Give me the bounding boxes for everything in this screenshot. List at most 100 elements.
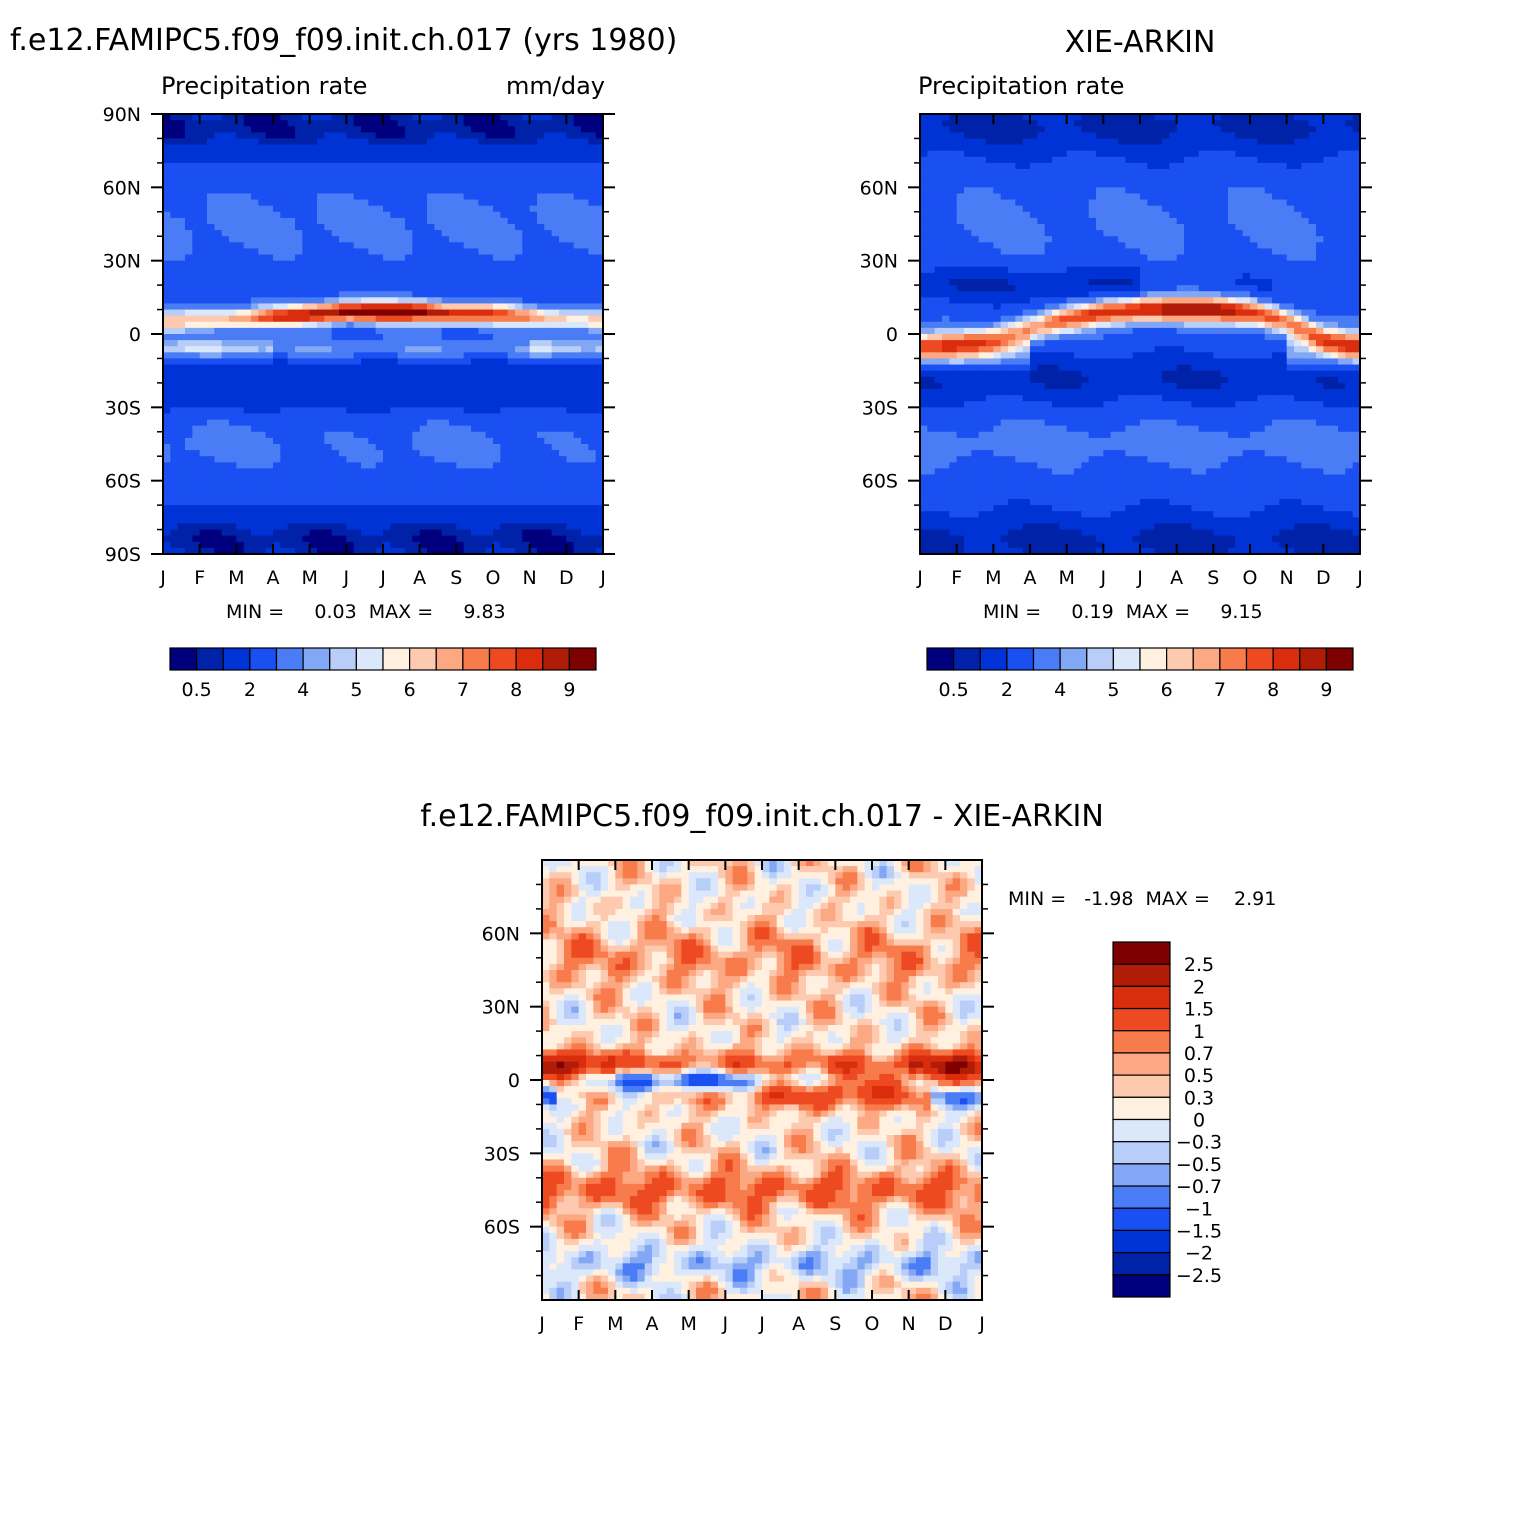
model-cell [566,187,575,195]
model-cell [331,205,340,213]
obs-cell [1286,114,1295,121]
model-cell [375,242,384,250]
model-cell [471,523,479,531]
model-cell [500,169,509,176]
model-cell [419,126,428,133]
model-cell [265,211,274,219]
obs-cell [1242,132,1251,140]
model-cell [331,126,340,133]
model-cell [500,346,509,353]
obs-cell [1037,126,1046,133]
model-cell [522,224,531,231]
obs-cell [971,162,980,170]
model-cell [559,517,567,525]
model-cell [485,224,494,231]
model-cell [368,285,377,292]
model-cell [214,126,223,133]
model-cell [478,456,487,463]
model-cell [177,248,186,256]
model-cell [500,187,509,195]
model-cell [236,114,245,121]
model-cell [243,376,252,384]
model-cell [397,162,406,170]
model-cell [500,437,509,445]
model-cell [493,120,501,127]
obs-cell [1301,144,1310,152]
model-cell [280,254,289,262]
model-cell [544,352,553,360]
model-cell [309,395,318,402]
model-cell [390,492,399,500]
obs-cell [1316,175,1324,182]
model-cell [287,437,296,445]
model-cell [427,150,435,158]
model-cell [500,242,509,250]
model-cell [500,272,509,280]
model-cell [324,205,333,213]
obs-cell [1308,120,1317,127]
model-cell [441,541,450,549]
model-cell [177,462,186,470]
model-cell [273,505,281,512]
model-cell [170,230,179,237]
model-cell [383,419,391,427]
obs-cell [1338,162,1346,170]
obs-cell [1088,162,1097,170]
model-cell [537,401,545,408]
model-cell [199,547,208,554]
model-cell [412,486,421,494]
model-cell [485,303,494,311]
model-cell [163,370,171,378]
model-cell [214,505,223,512]
obs-cell [1096,138,1104,146]
model-cell [434,395,443,402]
obs-cell [1103,150,1112,158]
model-cell [551,419,560,427]
model-cell [368,126,377,133]
model-cell [177,517,186,525]
model-cell [581,401,589,408]
model-cell [471,291,479,298]
model-cell [412,462,421,470]
model-cell [427,499,435,506]
model-cell [361,334,369,341]
model-cell [383,236,391,243]
model-cell [287,395,296,402]
model-cell [346,285,355,292]
model-cell [192,236,201,243]
model-cell [471,517,479,525]
model-cell [441,254,450,262]
model-cell [573,413,582,421]
obs-cell [956,138,965,146]
model-cell [573,517,582,525]
model-cell [331,413,340,421]
model-cell [317,413,325,421]
model-cell [331,138,340,146]
model-cell [390,370,399,378]
model-cell [419,242,428,250]
model-cell [441,272,450,280]
model-cell [185,395,193,402]
model-cell [170,523,179,531]
model-cell [507,547,516,554]
model-cell [456,309,465,317]
obs-cell [978,181,987,188]
model-cell [419,199,428,207]
model-cell [287,175,296,182]
obs-cell [1125,114,1134,121]
model-cell [573,437,582,445]
model-cell [478,511,487,518]
model-cell [485,364,494,372]
obs-cell [1140,144,1148,152]
model-cell [324,468,333,476]
model-cell [456,437,465,445]
model-cell [551,480,560,488]
model-cell [588,407,597,415]
model-cell [507,456,516,463]
obs-cell [1169,175,1178,182]
model-cell [595,425,603,433]
model-cell [478,126,487,133]
model-cell [471,279,479,286]
obs-cell [1316,169,1324,176]
obs-cell [1169,138,1178,146]
